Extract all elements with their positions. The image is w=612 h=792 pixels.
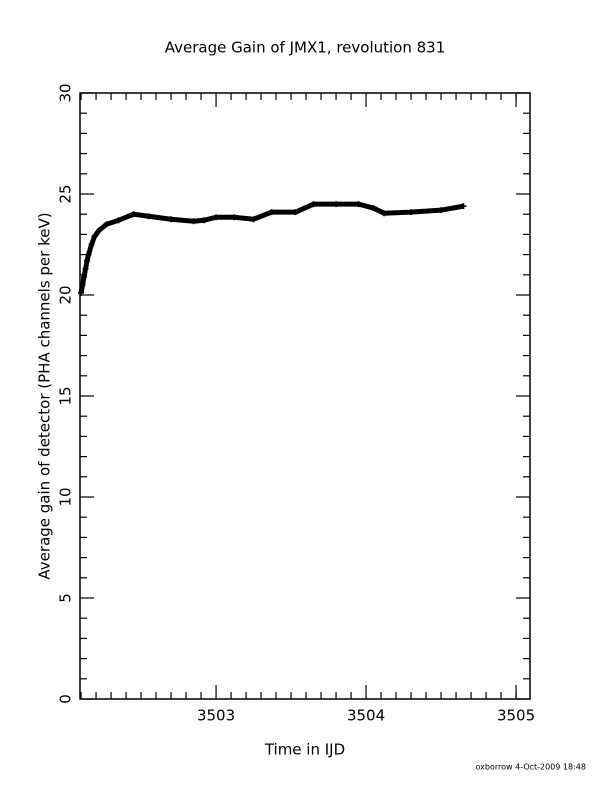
data-point [213, 214, 220, 221]
y-tick-label: 10 [57, 487, 75, 506]
y-tick-label: 20 [57, 285, 75, 304]
data-point [268, 209, 275, 216]
x-tick-label: 3505 [497, 707, 535, 725]
data-point [130, 211, 137, 218]
y-tick-label: 0 [57, 694, 75, 704]
data-point [96, 227, 103, 234]
data-point [78, 289, 85, 296]
data-point [460, 203, 467, 210]
data-point [408, 209, 415, 216]
data-point [201, 217, 208, 224]
y-tick-label: 15 [57, 386, 75, 405]
data-point [81, 273, 88, 280]
x-tick-label: 3503 [197, 707, 235, 725]
data-point [103, 221, 110, 228]
data-point [250, 216, 257, 223]
data-point [231, 214, 238, 221]
data-point [292, 209, 299, 216]
data-point [168, 216, 175, 223]
chart-title: Average Gain of JMX1, revolution 831 [165, 39, 446, 57]
y-tick-label: 30 [57, 83, 75, 102]
data-point [370, 205, 377, 212]
y-tick-label: 25 [57, 184, 75, 203]
y-tick-label: 5 [57, 593, 75, 603]
data-point [381, 210, 388, 217]
data-point [438, 207, 445, 214]
data-point [84, 257, 91, 264]
data-point [145, 213, 152, 220]
data-point [310, 201, 317, 208]
x-tick-label: 3504 [347, 707, 385, 725]
data-point [82, 265, 89, 272]
data-point [91, 233, 98, 240]
y-axis-label: Average gain of detector (PHA channels p… [36, 212, 54, 579]
data-point [190, 218, 197, 225]
data-point [115, 217, 122, 224]
data-point [88, 241, 95, 248]
data-point [333, 201, 340, 208]
x-axis-label: Time in IJD [264, 741, 345, 759]
data-point [355, 201, 362, 208]
data-point [85, 251, 92, 258]
footer: oxborrow 4-Oct-2009 18:48 [476, 763, 586, 772]
data-point [79, 281, 86, 288]
